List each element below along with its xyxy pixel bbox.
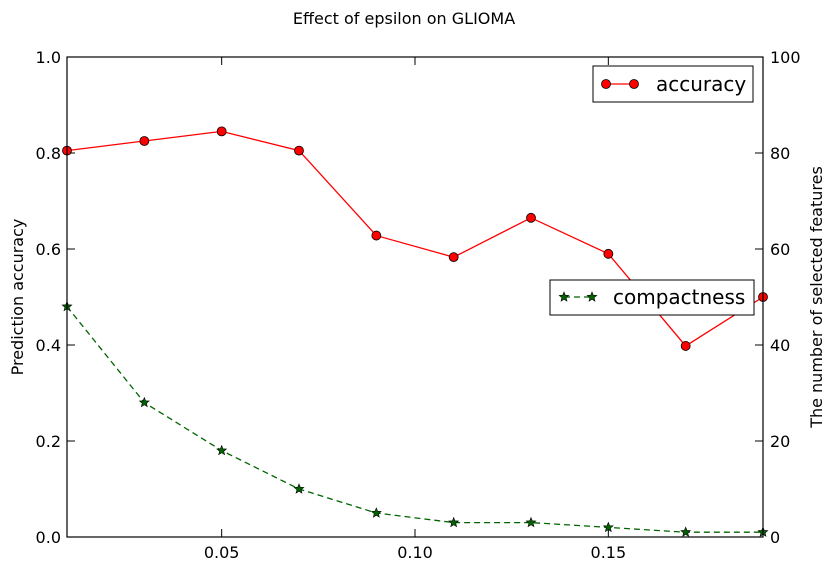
- y-left-tick-label: 0.4: [36, 336, 61, 355]
- x-tick-label: 0.15: [591, 543, 627, 562]
- data-point-compactness: [370, 507, 382, 518]
- ticks-layer: 0.05 0.10 0.15 0.0 0.2 0.4 0.6 0.8 1.0 0 20 40 60 80 1…: [36, 48, 801, 562]
- legend-accuracy: accuracy: [592, 65, 754, 103]
- y-left-tick-label: 0.6: [36, 240, 61, 259]
- data-point-compactness: [448, 516, 460, 528]
- x-tick-label: 0.10: [397, 543, 433, 562]
- y-left-tick-label: 0.0: [36, 528, 61, 547]
- data-point-accuracy: [448, 252, 459, 263]
- data-point-accuracy: [603, 248, 614, 259]
- data-point-compactness: [293, 483, 305, 494]
- legend-accuracy-marker-left: [601, 79, 611, 89]
- y-axis-label-right: The number of selected features: [807, 166, 826, 429]
- data-point-compactness: [680, 526, 692, 537]
- data-point-compactness: [216, 444, 228, 456]
- plot-frame: [66, 56, 764, 538]
- y-left-tick-label: 1.0: [36, 48, 61, 67]
- y-left-tick-label: 0.8: [36, 144, 61, 163]
- legend-accuracy-label: accuracy: [656, 72, 746, 96]
- y-axis-label-left: Prediction accuracy: [8, 219, 27, 376]
- data-point-accuracy: [680, 341, 691, 351]
- data-point-accuracy: [294, 145, 304, 156]
- data-point-accuracy: [526, 212, 536, 223]
- data-point-accuracy: [139, 136, 150, 146]
- data-point-compactness: [138, 396, 150, 408]
- legend-compactness-marker-left: [558, 291, 570, 302]
- series-line-compactness: [66, 306, 763, 533]
- y-right-tick-label: 60: [770, 240, 790, 259]
- chart-title: Effect of epsilon on GLIOMA: [293, 9, 515, 28]
- y-right-tick-label: 100: [770, 48, 801, 67]
- legend-compactness: compactness: [549, 279, 755, 316]
- data-point-compactness: [602, 521, 614, 533]
- y-right-tick-label: 40: [770, 336, 790, 355]
- legend-compactness-label: compactness: [613, 285, 745, 309]
- legend-accuracy-marker-right: [629, 79, 639, 89]
- x-tick-label: 0.05: [204, 543, 240, 562]
- data-point-accuracy: [371, 230, 382, 241]
- legend-compactness-marker-right: [586, 291, 598, 302]
- data-point-accuracy: [216, 126, 227, 137]
- y-right-tick-label: 0: [770, 528, 780, 547]
- data-point-compactness: [525, 516, 537, 528]
- y-right-tick-label: 80: [770, 144, 790, 163]
- y-left-tick-label: 0.2: [36, 432, 61, 451]
- y-right-tick-label: 20: [770, 432, 790, 451]
